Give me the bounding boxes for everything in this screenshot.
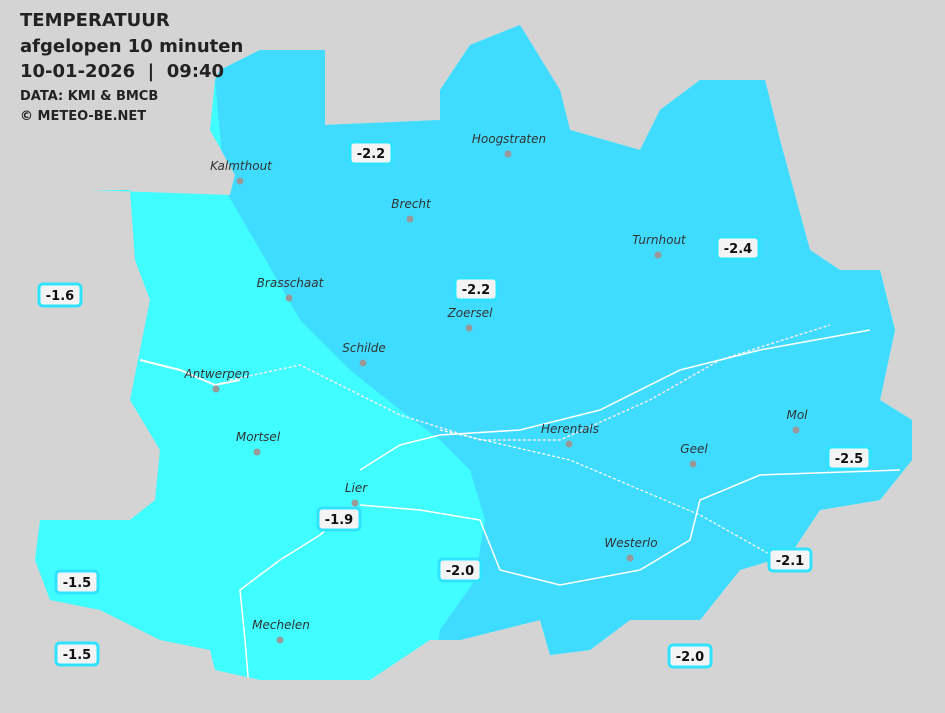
subtitle: afgelopen 10 minuten (20, 36, 243, 57)
reading: -2.2 (357, 147, 385, 162)
canal (359, 329, 871, 471)
city-dot (504, 150, 512, 158)
zone-cold (200, 25, 912, 680)
city-dot (276, 636, 284, 644)
city-label: Herentals (541, 422, 599, 436)
reading-box (826, 445, 872, 471)
reading: -1.5 (63, 648, 91, 663)
city-label: Mortsel (236, 430, 281, 444)
city-label: Antwerpen (183, 367, 249, 381)
river (139, 359, 241, 387)
city-label: Geel (680, 442, 708, 456)
city-label: Hoogstraten (472, 132, 546, 146)
city-label: Mol (786, 408, 808, 422)
reading: -1.6 (46, 289, 74, 304)
city-dot (285, 294, 293, 302)
reading-box (54, 641, 100, 667)
city-dot (359, 359, 367, 367)
city-label: Mechelen (252, 618, 310, 632)
reading: -2.4 (724, 242, 752, 257)
reading: -2.2 (462, 283, 490, 298)
timestamp: 10-01-2026 | 09:40 (20, 61, 224, 82)
city-label: Turnhout (632, 233, 687, 247)
reading: -1.9 (325, 513, 353, 528)
reading: -2.1 (776, 554, 804, 569)
reading-box (715, 235, 761, 261)
city-dot (253, 448, 261, 456)
city-dot (351, 499, 359, 507)
city-dot (626, 554, 634, 562)
city-label: Kalmthout (210, 159, 273, 173)
city-dot (236, 177, 244, 185)
reading-box (767, 547, 813, 573)
reading-box (348, 140, 394, 166)
city-dot (792, 426, 800, 434)
city-label: Westerlo (604, 536, 657, 550)
reading: -1.5 (63, 576, 91, 591)
city-dot (406, 215, 414, 223)
city-label: Lier (345, 481, 368, 495)
source: DATA: KMI & BMCB (20, 89, 158, 104)
reading-box (54, 569, 100, 595)
city-label: Schilde (342, 341, 386, 355)
city-dot (689, 460, 697, 468)
reading-box (316, 506, 362, 532)
reading-box (37, 282, 83, 308)
city-dot (565, 440, 573, 448)
river (359, 469, 901, 586)
reading-box (437, 557, 483, 583)
reading-box (453, 276, 499, 302)
city-label: Brecht (391, 197, 432, 211)
reading: -2.0 (676, 650, 704, 665)
city-dot (212, 385, 220, 393)
railway (439, 429, 781, 561)
city-dot (465, 324, 473, 332)
city-label: Zoersel (447, 306, 494, 320)
city-label: Brasschaat (257, 276, 325, 290)
city-dot (654, 251, 662, 259)
title: TEMPERATUUR (20, 10, 170, 31)
reading-box (667, 643, 713, 669)
copyright: © METEO-BE.NET (20, 109, 146, 124)
reading: -2.0 (446, 564, 474, 579)
reading: -2.5 (835, 452, 863, 467)
railway (229, 324, 831, 441)
